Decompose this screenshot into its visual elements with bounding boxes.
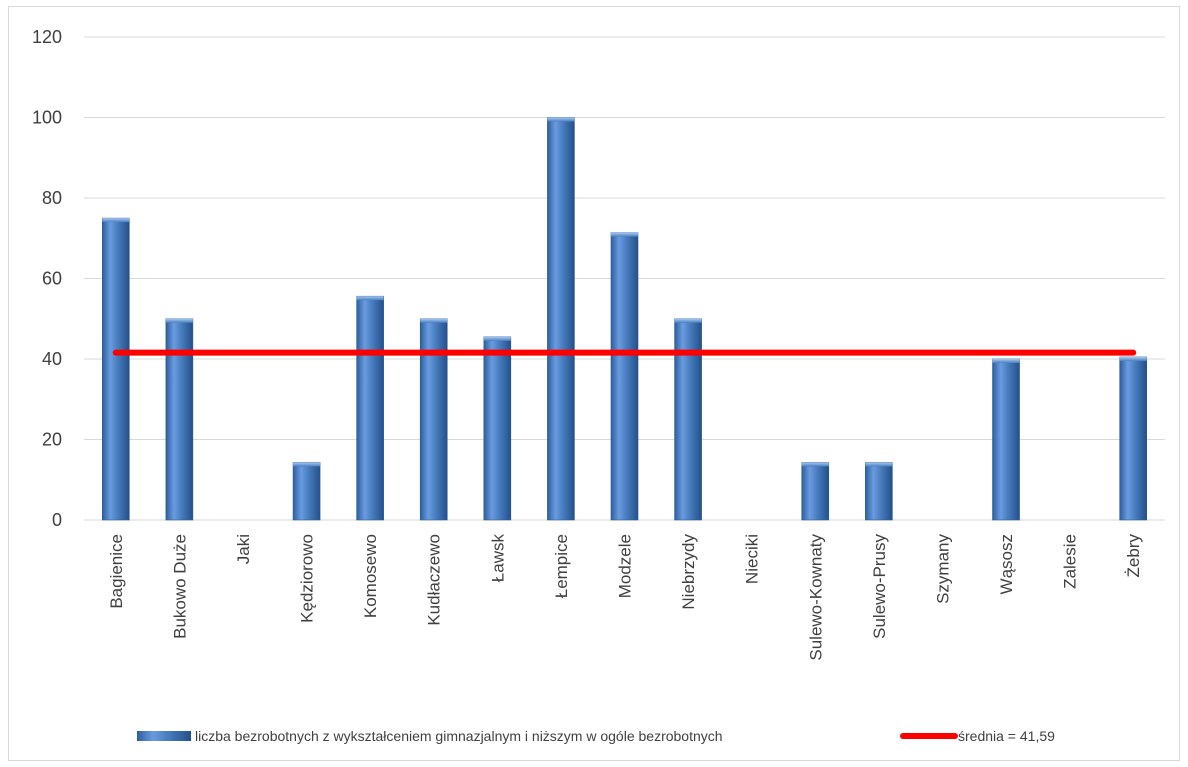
bar [165, 318, 194, 521]
bar-cap [483, 336, 511, 341]
legend: liczba bezrobotnych z wykształceniem gim… [137, 728, 1055, 744]
bars [101, 117, 1148, 521]
chart-frame [8, 6, 1180, 761]
y-tick-label: 120 [32, 27, 62, 47]
y-tick-label: 100 [32, 108, 62, 128]
bar-cap [611, 232, 638, 237]
bar-cap [674, 318, 702, 323]
legend-bar-swatch [137, 731, 191, 741]
bar-cap [547, 117, 575, 122]
bar-cap [865, 462, 893, 467]
bar [801, 462, 830, 521]
bar-cap [801, 462, 829, 467]
y-tick-label: 0 [52, 510, 62, 530]
y-tick-label: 60 [42, 269, 62, 289]
bar [674, 318, 702, 521]
bar-cap [293, 462, 321, 467]
bar-cap [356, 296, 384, 301]
bar [483, 336, 512, 521]
bar-cap [1119, 356, 1147, 361]
bar [356, 295, 384, 521]
y-tick-label: 80 [42, 188, 62, 208]
x-tick-label: Zalesie [1061, 534, 1080, 589]
x-tick-label: Sulewo-Prusy [870, 534, 889, 639]
x-tick-label: Kudłaczewo [425, 534, 444, 626]
bar [610, 232, 639, 521]
y-axis-ticks: 0 20 40 60 80 100 120 [32, 27, 62, 530]
x-tick-label: Nieciki [743, 534, 762, 584]
bar-cap [420, 318, 448, 323]
bar [419, 318, 448, 521]
gridlines [84, 36, 1165, 521]
bar [1119, 356, 1148, 521]
bar [292, 462, 321, 521]
bar-cap [102, 218, 130, 223]
x-tick-label: Szymany [933, 534, 952, 604]
bar [547, 117, 575, 521]
y-tick-label: 20 [42, 430, 62, 450]
bar-cap [992, 359, 1020, 363]
bar [992, 358, 1020, 521]
x-tick-label: Łempice [552, 534, 571, 598]
bar-cap [165, 318, 193, 323]
bar [101, 217, 130, 521]
x-tick-label: Bukowo Duże [170, 534, 189, 639]
x-axis-labels: Bagienice Bukowo Duże Jaki Kędziorowo Komose… [107, 534, 1143, 661]
x-tick-label: Jaki [234, 534, 253, 564]
x-tick-label: Modzele [616, 534, 635, 598]
legend-bar-label: liczba bezrobotnych z wykształceniem gim… [195, 728, 723, 744]
legend-line-label: średnia = 41,59 [958, 728, 1055, 744]
x-tick-label: Ławsk [488, 534, 507, 583]
bar [865, 462, 893, 521]
x-tick-label: Kędziorowo [298, 534, 317, 623]
x-tick-label: Żebry [1124, 534, 1143, 578]
x-tick-label: Bagienice [107, 534, 126, 609]
x-tick-label: Sulewo-Kownaty [806, 534, 825, 661]
y-tick-label: 40 [42, 349, 62, 369]
x-tick-label: Komosewo [361, 534, 380, 618]
x-tick-label: Niebrzydy [679, 534, 698, 610]
x-tick-label: Wąsosz [997, 534, 1016, 594]
